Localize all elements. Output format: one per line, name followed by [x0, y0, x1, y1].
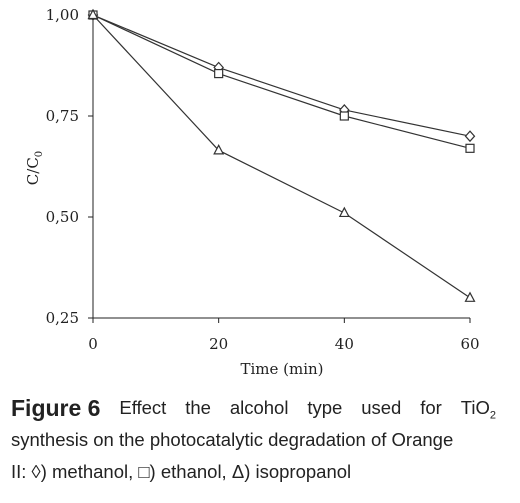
y-ticks: 0,25 0,50 0,75 1,00 [46, 6, 93, 327]
x-tick-label: 0 [88, 335, 98, 353]
x-tick-label: 40 [335, 335, 354, 353]
caption-line-3: II: ◊) methanol, □) ethanol, Δ) isopropa… [11, 461, 352, 482]
x-ticks: 0 20 40 60 [88, 318, 480, 353]
series-line-diamond [92, 14, 471, 137]
series-line-triangle [92, 14, 471, 299]
caption-word: type [307, 397, 343, 418]
y-axis-title: C/C0 [24, 151, 45, 185]
y-axis-title-sub: 0 [34, 151, 45, 157]
caption-tio-sub: 2 [489, 409, 496, 422]
data-point-triangle [338, 206, 350, 218]
y-tick-label: 0,75 [46, 107, 79, 125]
y-tick-label: 1,00 [46, 6, 79, 24]
data-point-triangle [87, 8, 99, 20]
series-group [87, 8, 476, 302]
caption-word: the [185, 397, 211, 418]
data-point-triangle [464, 291, 476, 302]
caption-word: used [361, 397, 402, 418]
data-point-square [465, 143, 475, 153]
x-tick-label: 20 [209, 335, 228, 353]
series-line-square [92, 14, 471, 149]
caption-line-2: synthesis on the photocatalytic degradat… [11, 429, 454, 450]
caption-word: alcohol [229, 397, 289, 418]
caption-tio-main: TiO [460, 397, 490, 418]
caption-tio2: TiO2 [461, 392, 496, 424]
caption-word: for [420, 397, 442, 418]
x-tick-label: 60 [460, 335, 479, 353]
caption-word: Effect [119, 397, 167, 418]
data-point-diamond [464, 130, 476, 143]
caption-line-1: Figure 6 Effect the alcohol type used fo… [11, 392, 496, 424]
y-tick-label: 0,25 [46, 309, 79, 327]
y-axis-title-main: C/C [24, 157, 42, 185]
y-tick-label: 0,50 [46, 208, 79, 226]
data-point-triangle [213, 144, 225, 155]
figure-label: Figure 6 [11, 395, 101, 421]
line-chart: 0,250,500,751,00 0 20 40 60 Time (min) C/C0 [24, 6, 480, 378]
figure-caption: Figure 6 Effect the alcohol type used fo… [11, 392, 496, 488]
data-point-square [339, 111, 349, 121]
data-point-square [214, 68, 224, 79]
x-axis-title: Time (min) [240, 360, 323, 378]
